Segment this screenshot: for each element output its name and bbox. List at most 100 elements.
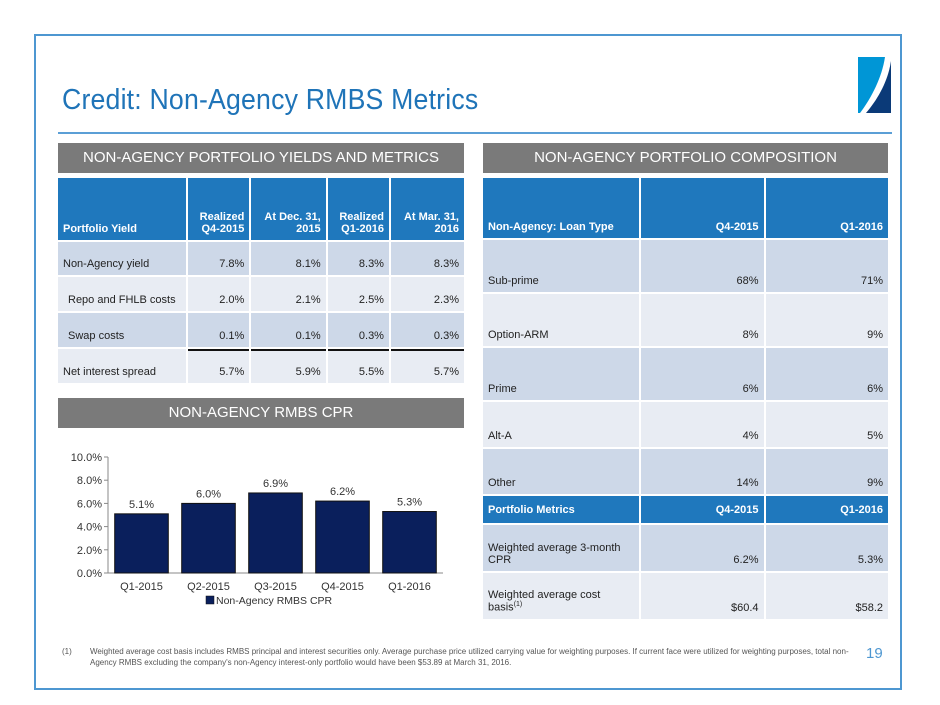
table-row: Non-Agency yield 7.8% 8.1% 8.3% 8.3% xyxy=(58,242,464,275)
legend-label: Non-Agency RMBS CPR xyxy=(216,595,333,607)
table-row: Prime 6% 6% xyxy=(483,348,888,400)
composition-header-row: Non-Agency: Loan Type Q4-2015 Q1-2016 xyxy=(483,178,888,238)
cell-value: 8.3% xyxy=(358,258,384,270)
cell-value: 2.3% xyxy=(433,294,459,306)
x-tick-label: Q1-2015 xyxy=(120,581,163,593)
x-tick-label: Q4-2015 xyxy=(321,581,364,593)
bar xyxy=(248,492,303,574)
bar xyxy=(315,500,370,574)
cell-value: 6% xyxy=(742,383,759,395)
legend-swatch xyxy=(205,595,215,605)
cpr-section-header: NON-AGENCY RMBS CPR xyxy=(58,398,464,428)
yields-header-col: At Mar. 31, 2016 xyxy=(390,178,464,240)
cell-value: 5% xyxy=(867,430,883,442)
row-label: Non-Agency yield xyxy=(63,258,150,270)
y-tick-label: 10.0% xyxy=(71,452,102,464)
y-tick-label: 0.0% xyxy=(77,568,102,580)
data-label: 5.3% xyxy=(397,497,422,509)
page-title: Credit: Non-Agency RMBS Metrics xyxy=(62,84,479,116)
y-tick-label: 2.0% xyxy=(77,545,102,557)
table-row: Option-ARM 8% 9% xyxy=(483,294,888,346)
table-row: Alt-A 4% 5% xyxy=(483,402,888,447)
page-number: 19 xyxy=(866,645,883,662)
cell-value: 2.1% xyxy=(295,294,321,306)
cell-value: 5.7% xyxy=(390,349,464,383)
cell-value: 14% xyxy=(736,477,759,489)
yields-header-col: Realized Q4-2015 xyxy=(188,178,250,240)
data-label: 6.2% xyxy=(330,486,355,498)
table-row: Sub-prime 68% 71% xyxy=(483,240,888,292)
x-tick-label: Q3-2015 xyxy=(254,581,297,593)
row-label: Other xyxy=(488,477,516,489)
composition-header-label: Non-Agency: Loan Type xyxy=(483,178,639,238)
cell-value: 0.3% xyxy=(358,330,384,342)
y-tick-label: 8.0% xyxy=(77,475,102,487)
yields-header-col: Realized Q1-2016 xyxy=(327,178,389,240)
footnote-text: Weighted average cost basis includes RMB… xyxy=(90,647,849,667)
yields-table: Portfolio Yield Realized Q4-2015 At Dec. … xyxy=(56,176,466,385)
cell-value: 71% xyxy=(860,275,883,287)
title-divider xyxy=(58,132,892,134)
row-label: Alt-A xyxy=(488,430,512,442)
table-row: Weighted average 3-month CPR 6.2% 5.3% xyxy=(483,525,888,571)
row-label: Sub-prime xyxy=(488,275,539,287)
table-row: Weighted average cost basis(1) $60.4 $58… xyxy=(483,573,888,619)
row-label: Weighted average cost basis(1) xyxy=(488,589,601,614)
cell-value: 7.8% xyxy=(219,258,245,270)
bar xyxy=(114,513,169,574)
data-label: 5.1% xyxy=(129,499,154,511)
company-logo-icon xyxy=(858,57,891,113)
row-label: Repo and FHLB costs xyxy=(68,294,176,306)
cell-value: 4% xyxy=(742,430,759,442)
y-tick-label: 6.0% xyxy=(77,498,102,510)
row-label: Net interest spread xyxy=(63,366,156,378)
cell-value: 8% xyxy=(742,329,759,341)
cell-value: 5.9% xyxy=(251,349,326,383)
metrics-header-col: Q4-2015 xyxy=(641,496,764,523)
composition-header-col: Q4-2015 xyxy=(641,178,764,238)
row-label: Weighted average 3-month CPR xyxy=(488,542,621,566)
metrics-header-label: Portfolio Metrics xyxy=(483,496,639,523)
composition-section-header: NON-AGENCY PORTFOLIO COMPOSITION xyxy=(483,143,888,173)
data-label: 6.0% xyxy=(196,488,221,500)
bar xyxy=(382,511,437,574)
cell-value: 6% xyxy=(867,383,883,395)
cell-value: 6.2% xyxy=(733,554,759,566)
bar xyxy=(181,502,236,574)
yields-header-row: Portfolio Yield Realized Q4-2015 At Dec. … xyxy=(58,178,464,240)
cell-value: 9% xyxy=(867,329,883,341)
cpr-chart: 0.0% 2.0% 4.0% 6.0% 8.0% 10.0% 5.1% Q1-2015 6.0%… xyxy=(58,440,468,630)
row-label: Swap costs xyxy=(68,330,125,342)
table-row: Other 14% 9% xyxy=(483,449,888,494)
cell-value: $58.2 xyxy=(855,602,883,614)
footnote-ref: (1) xyxy=(513,601,523,609)
cell-value: 2.5% xyxy=(358,294,384,306)
cell-value: 0.1% xyxy=(295,330,321,342)
footnote-number: (1) xyxy=(62,647,72,656)
cpr-chart-svg: 0.0% 2.0% 4.0% 6.0% 8.0% 10.0% 5.1% Q1-2015 6.0%… xyxy=(71,452,443,607)
yields-header-label: Portfolio Yield xyxy=(58,178,186,240)
row-label: Option-ARM xyxy=(488,329,549,341)
slide-frame xyxy=(34,34,902,690)
cell-value: 68% xyxy=(736,275,759,287)
composition-table: Non-Agency: Loan Type Q4-2015 Q1-2016 Su… xyxy=(481,176,890,621)
yields-section-header: NON-AGENCY PORTFOLIO YIELDS AND METRICS xyxy=(58,143,464,173)
table-row-total: Net interest spread 5.7% 5.9% 5.5% 5.7% xyxy=(58,349,464,383)
data-label: 6.9% xyxy=(263,478,288,490)
cell-value: 8.3% xyxy=(433,258,459,270)
cell-value: 5.7% xyxy=(188,349,250,383)
y-tick-label: 4.0% xyxy=(77,522,102,534)
metrics-header-col: Q1-2016 xyxy=(765,496,888,523)
cell-value: 8.1% xyxy=(295,258,321,270)
table-row: Swap costs 0.1% 0.1% 0.3% 0.3% xyxy=(58,313,464,347)
x-tick-label: Q2-2015 xyxy=(187,581,230,593)
yields-header-col: At Dec. 31, 2015 xyxy=(251,178,326,240)
cell-value: $60.4 xyxy=(730,602,759,614)
metrics-header-row: Portfolio Metrics Q4-2015 Q1-2016 xyxy=(483,496,888,523)
cell-value: 0.3% xyxy=(433,330,459,342)
table-row: Repo and FHLB costs 2.0% 2.1% 2.5% 2.3% xyxy=(58,277,464,311)
composition-header-col: Q1-2016 xyxy=(765,178,888,238)
cell-value: 5.3% xyxy=(857,554,883,566)
cell-value: 2.0% xyxy=(219,294,245,306)
cell-value: 5.5% xyxy=(327,349,389,383)
